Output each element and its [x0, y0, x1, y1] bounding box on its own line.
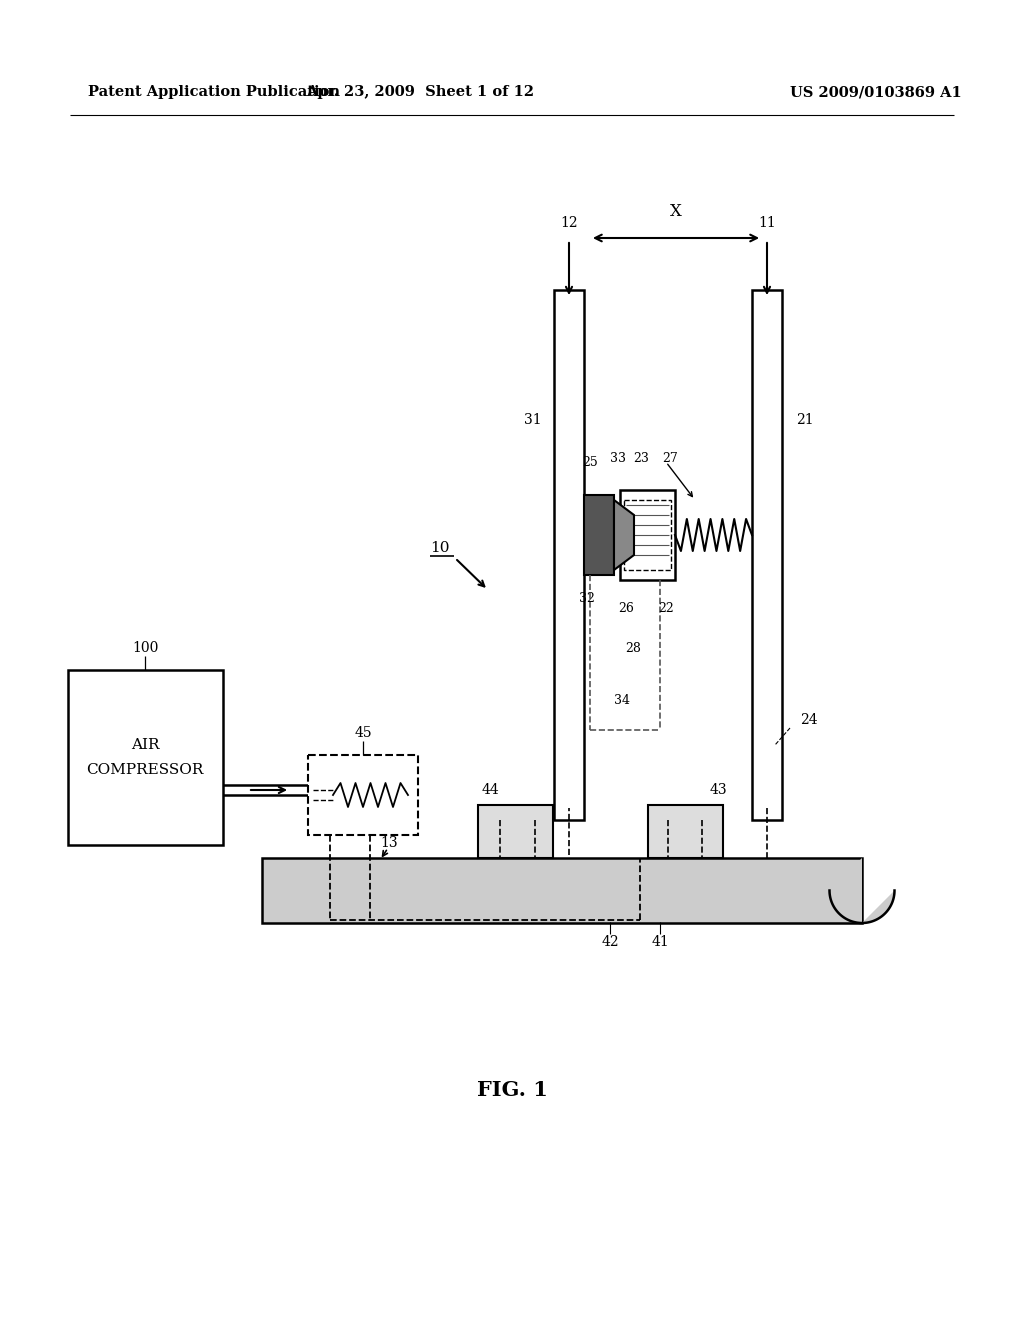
Text: 28: 28 — [625, 642, 641, 655]
Text: 32: 32 — [580, 591, 595, 605]
Bar — [68, 671, 223, 845]
Bar — [624, 500, 671, 570]
Text: 21: 21 — [796, 413, 814, 426]
Text: 13: 13 — [380, 836, 397, 850]
Text: US 2009/0103869 A1: US 2009/0103869 A1 — [790, 84, 962, 99]
Text: 34: 34 — [614, 693, 630, 706]
Text: 45: 45 — [354, 726, 372, 741]
Text: 10: 10 — [430, 541, 450, 554]
Polygon shape — [614, 500, 634, 570]
Text: 11: 11 — [758, 216, 776, 230]
Bar — [554, 290, 584, 820]
Bar — [620, 490, 675, 579]
Text: 25: 25 — [583, 455, 598, 469]
Text: COMPRESSOR: COMPRESSOR — [86, 763, 204, 777]
Bar — [308, 755, 418, 836]
Text: 44: 44 — [481, 783, 499, 797]
Text: 12: 12 — [560, 216, 578, 230]
Bar — [262, 858, 862, 923]
Text: 41: 41 — [651, 935, 669, 949]
Bar — [584, 495, 614, 576]
Text: 31: 31 — [524, 413, 542, 426]
Text: X: X — [670, 203, 682, 220]
Text: 24: 24 — [800, 713, 817, 727]
Text: Apr. 23, 2009  Sheet 1 of 12: Apr. 23, 2009 Sheet 1 of 12 — [306, 84, 535, 99]
Text: 22: 22 — [658, 602, 674, 615]
Polygon shape — [829, 858, 895, 923]
Text: 23: 23 — [633, 451, 649, 465]
Text: Patent Application Publication: Patent Application Publication — [88, 84, 340, 99]
Text: 100: 100 — [132, 642, 158, 655]
Text: AIR: AIR — [131, 738, 160, 752]
Text: 27: 27 — [662, 451, 678, 465]
Bar — [648, 805, 723, 858]
Bar — [478, 805, 553, 858]
Text: 42: 42 — [601, 935, 618, 949]
Text: 26: 26 — [618, 602, 634, 615]
Bar — [752, 290, 782, 820]
Text: 43: 43 — [710, 783, 727, 797]
Text: FIG. 1: FIG. 1 — [476, 1080, 548, 1100]
Text: 33: 33 — [610, 451, 626, 465]
